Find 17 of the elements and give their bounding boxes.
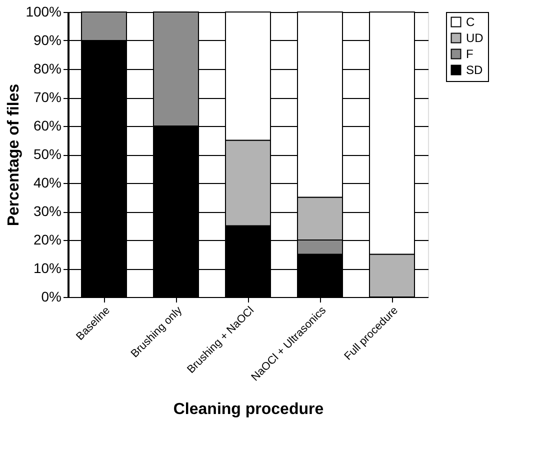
y-tick-label: 40%	[33, 174, 62, 190]
y-tick-label: 0%	[41, 288, 62, 304]
legend-label: F	[466, 47, 474, 61]
legend-label: UD	[466, 31, 484, 45]
y-tick-label: 30%	[33, 203, 62, 219]
legend-label: C	[466, 15, 475, 29]
y-tick-label: 70%	[33, 89, 62, 105]
y-axis-title: Percentage of files	[6, 84, 23, 226]
y-tick-label: 80%	[33, 60, 62, 76]
y-tick-label: 10%	[33, 260, 62, 276]
y-tick-label: 60%	[33, 118, 62, 134]
y-tick-label: 100%	[26, 4, 62, 20]
y-tick-label: 90%	[33, 32, 62, 48]
legend-label: SD	[466, 63, 484, 77]
y-tick-label: 20%	[33, 232, 62, 248]
y-tick-label: 50%	[33, 146, 62, 162]
x-axis-title: Cleaning procedure	[173, 400, 324, 418]
